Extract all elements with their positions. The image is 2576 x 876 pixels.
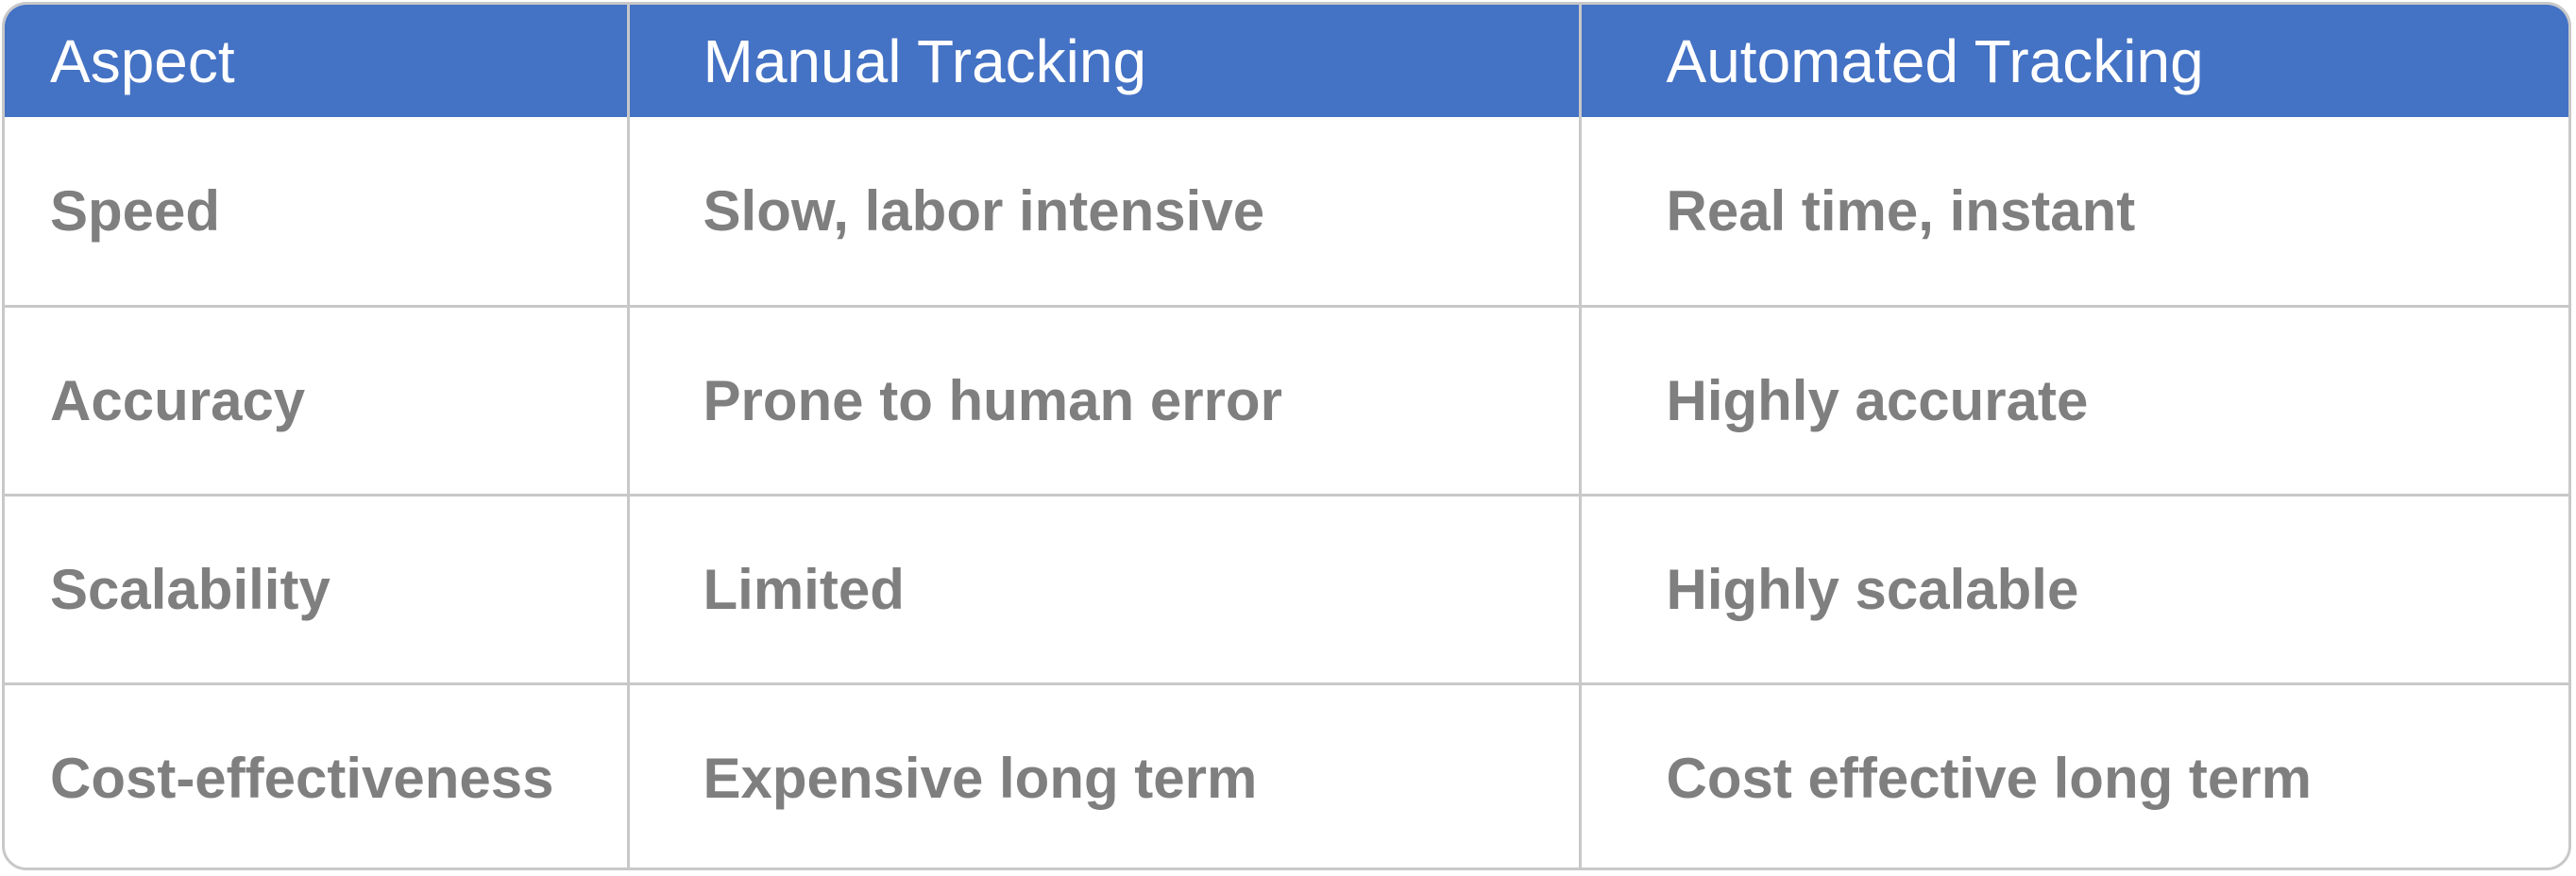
table-body: Speed Slow, labor intensive Real time, i… (5, 117, 2568, 868)
cell-aspect: Cost-effectiveness (5, 682, 628, 868)
cell-aspect: Speed (50, 178, 221, 243)
cell-automated: Cost effective long term (1578, 682, 2568, 868)
cell-manual: Prone to human error (626, 304, 1580, 495)
table-header: Aspect Manual Tracking Automated Trackin… (5, 5, 2568, 117)
table-row: Speed Slow, labor intensive Real time, i… (5, 117, 2568, 306)
cell-manual: Limited (626, 493, 1580, 683)
table-row: Accuracy Prone to human error Highly acc… (5, 304, 2568, 495)
header-row: Aspect Manual Tracking Automated Trackin… (5, 5, 2568, 117)
header-automated-tracking: Automated Tracking (1578, 5, 2568, 117)
cell-manual: Expensive long term (626, 682, 1580, 868)
cell-automated: Real time, instant (1578, 117, 2568, 306)
header-manual-tracking: Manual Tracking (626, 5, 1580, 117)
table-row: Cost-effectiveness Expensive long term C… (5, 682, 2568, 868)
cell-automated: Highly accurate (1578, 304, 2568, 495)
cell-aspect: Scalability (5, 493, 628, 683)
cell-aspect: Accuracy (5, 304, 628, 495)
cell-automated: Highly scalable (1578, 493, 2568, 683)
cell-manual: Slow, labor intensive (626, 117, 1580, 306)
comparison-table-grid: Aspect Manual Tracking Automated Trackin… (5, 5, 2568, 868)
header-aspect: Aspect (50, 26, 235, 95)
table-row: Scalability Limited Highly scalable (5, 493, 2568, 683)
